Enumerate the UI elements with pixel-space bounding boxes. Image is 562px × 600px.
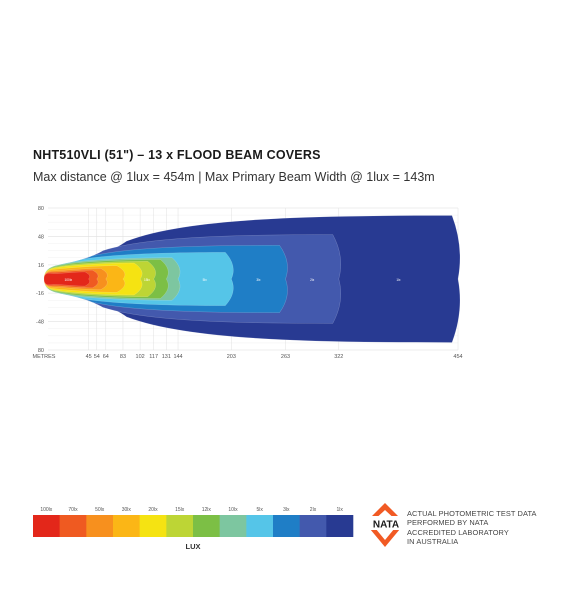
legend-swatch-12lx — [193, 515, 220, 537]
legend-swatch-10lx — [219, 515, 247, 537]
nata-line-1: ACTUAL PHOTOMETRIC TEST DATA — [407, 509, 537, 518]
zone-label-2lx: 2lx — [310, 278, 314, 282]
y-tick-label: -16 — [36, 291, 44, 297]
legend-label: 15lx — [175, 507, 185, 513]
nata-line-4: IN AUSTRALIA — [407, 537, 459, 547]
legend-label: 50lx — [95, 507, 105, 513]
legend-label: 1lx — [336, 507, 343, 513]
legend-label: 100lx — [40, 507, 52, 513]
legend-label: 2lx — [310, 507, 317, 513]
x-tick-label: 83 — [120, 354, 126, 360]
axes: 80 48 16 -16 -48 80 45 54 64 83 102 117 131 144 203 263… — [33, 206, 463, 360]
nata-logo-band — [364, 516, 408, 530]
x-tick-label: 454 — [453, 354, 462, 360]
legend-label: 3lx — [283, 507, 290, 513]
legend-swatch-3lx — [273, 515, 300, 537]
x-tick-label: 131 — [162, 354, 171, 360]
y-tick-label: 80 — [38, 206, 44, 212]
legend-swatch-1lx — [326, 515, 354, 537]
legend-swatch-50lx — [86, 515, 114, 537]
legend-label: 30lx — [122, 507, 132, 513]
zone-label-15lx: 15lx — [144, 278, 150, 282]
legend-swatch-15lx — [166, 515, 194, 537]
zone-labels: 100lx 15lx 5lx 3lx 2lx 1lx — [65, 278, 401, 282]
chart-title: NHT510VLI (51") – 13 x FLOOD BEAM COVERS — [33, 148, 321, 162]
x-tick-label: 117 — [149, 354, 158, 360]
nata-line-3: ACCREDITED LABORATORY — [407, 527, 509, 537]
x-tick-label: 54 — [94, 354, 100, 360]
x-tick-label: 263 — [281, 354, 290, 360]
nata-line-2: PERFORMED BY NATA — [407, 518, 489, 528]
legend-title: LUX — [186, 542, 201, 551]
x-tick-label: 102 — [136, 354, 145, 360]
x-tick-label: 45 — [86, 354, 92, 360]
x-axis-label: METRES — [33, 354, 56, 360]
legend-swatch-20lx — [139, 515, 167, 537]
legend-label: 5lx — [256, 507, 263, 513]
legend-label: 10lx — [228, 507, 238, 513]
zone-label-3lx: 3lx — [256, 278, 260, 282]
y-tick-label: -48 — [36, 320, 44, 326]
legend-swatch-70lx — [59, 515, 87, 537]
nata-accreditation-text: ACTUAL PHOTOMETRIC TEST DATA PERFORMED B… — [407, 509, 537, 547]
zone-label-5lx: 5lx — [203, 278, 207, 282]
y-tick-label: 16 — [38, 263, 44, 269]
nata-logo-text: NATA — [373, 520, 399, 531]
x-tick-label: 322 — [334, 354, 343, 360]
x-tick-label: 203 — [227, 354, 236, 360]
zone-label-100lx: 100lx — [65, 278, 73, 282]
nata-logo: NATA — [364, 503, 408, 547]
beam-zone-100lx — [43, 271, 91, 287]
legend-label: 12lx — [202, 507, 212, 513]
legend-label: 20lx — [148, 507, 158, 513]
beam-zones — [43, 215, 461, 343]
legend-label: 70lx — [68, 507, 78, 513]
zone-label-1lx: 1lx — [396, 278, 400, 282]
y-tick-label: 80 — [38, 348, 44, 354]
x-tick-label: 144 — [173, 354, 182, 360]
y-tick-label: 48 — [38, 234, 44, 240]
x-tick-label: 64 — [103, 354, 109, 360]
legend-swatch-2lx — [299, 515, 327, 537]
chart-subtitle: Max distance @ 1lux = 454m | Max Primary… — [33, 170, 435, 184]
legend-swatch-30lx — [113, 515, 140, 537]
legend-swatch-100lx — [33, 515, 60, 537]
legend-swatch-5lx — [246, 515, 274, 537]
lux-legend: 100lx 70lx 50lx 30lx 20lx 15lx 12lx 10lx 5lx 3lx 2… — [33, 507, 354, 551]
